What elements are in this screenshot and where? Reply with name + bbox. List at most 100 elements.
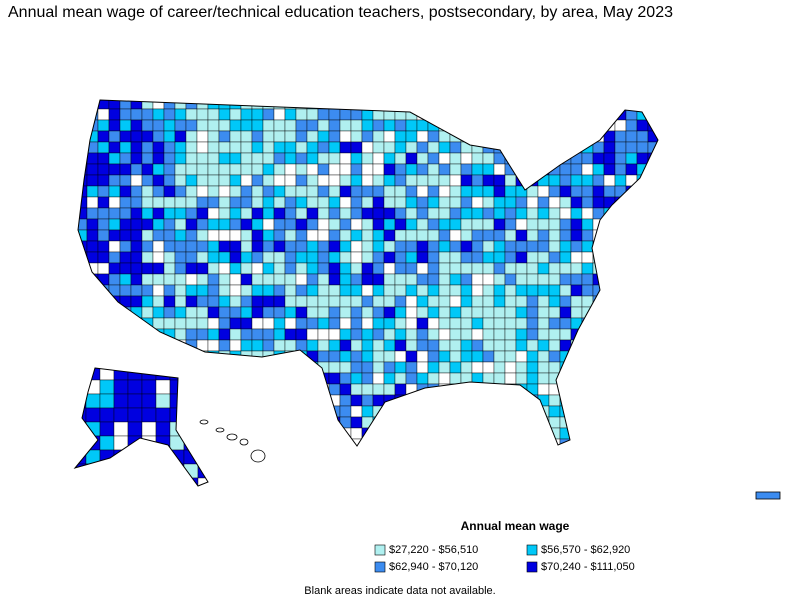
map-area [185,416,198,429]
map-area [405,185,418,198]
map-area [273,394,286,407]
map-area [240,361,253,374]
map-area [537,196,550,209]
map-area [350,174,363,187]
map-area [548,405,561,418]
map-area [328,427,341,440]
map-area [328,284,341,297]
map-area [207,394,220,407]
map-area [284,328,297,341]
map-area [493,240,506,253]
legend-label: $62,940 - $70,120 [389,561,478,573]
map-area [86,130,99,143]
map-area [504,207,517,220]
map-area [262,207,275,220]
map-area [155,379,171,395]
map-area [251,251,264,264]
map-area [603,350,616,363]
map-area [625,207,638,220]
map-area [119,207,132,220]
map-area [559,372,572,385]
map-area [460,185,473,198]
map-area [614,174,627,187]
map-area [427,306,440,319]
map-area [284,394,297,407]
map-area [581,152,594,165]
map-area [614,427,627,440]
map-area [152,174,165,187]
map-area [306,152,319,165]
map-area [383,174,396,187]
map-area [169,477,185,486]
map-area [659,142,670,153]
map-area [152,141,165,154]
map-area [152,196,165,209]
map-area [592,119,605,132]
map-area [427,218,440,231]
map-area [207,405,220,418]
map-area [207,317,220,330]
map-area [218,262,231,275]
map-area [438,405,451,418]
map-area [603,251,616,264]
map-area [295,405,308,418]
map-area [449,394,462,407]
map-area [482,229,495,242]
map-area [559,141,572,154]
map-area [251,284,264,297]
map-area [394,207,407,220]
map-area [108,240,121,253]
map-area [78,218,88,231]
map-area [174,196,187,209]
map-area [130,130,143,143]
map-area [405,240,418,253]
map-area [581,427,594,440]
map-area [438,251,451,264]
map-area [537,119,550,132]
map-area [78,152,88,165]
map-area [482,196,495,209]
map-area [169,421,185,437]
map-area [548,295,561,308]
map-area [207,361,220,374]
map-area [86,350,99,363]
map-area [526,273,539,286]
map-area [537,394,550,407]
map-area [416,185,429,198]
map-area [515,185,528,198]
map-area [460,438,473,446]
map-area [119,229,132,242]
map-area [427,207,440,220]
map-area [383,141,396,154]
map-area [141,196,154,209]
map-area [141,174,154,187]
map-area [119,339,132,352]
map-area [130,350,143,363]
map-area [317,317,330,330]
map-area [141,463,157,479]
map-area [317,108,330,121]
map-area [108,163,121,176]
map-area [174,295,187,308]
map-area [504,372,517,385]
map-area [240,295,253,308]
map-area [328,383,341,396]
map-area [405,295,418,308]
map-area [394,383,407,396]
map-area [78,438,88,446]
map-area [636,438,649,446]
map-area [515,251,528,264]
map-area [394,130,407,143]
map-area [155,368,171,381]
map-area [394,100,407,110]
map-area [273,306,286,319]
map-area [405,438,418,446]
map-area [328,438,341,446]
map-area [625,100,638,110]
map-area [86,207,99,220]
map-area [361,372,374,385]
map-area [306,339,319,352]
map-area [559,196,572,209]
map-area [85,463,101,479]
map-area [383,130,396,143]
